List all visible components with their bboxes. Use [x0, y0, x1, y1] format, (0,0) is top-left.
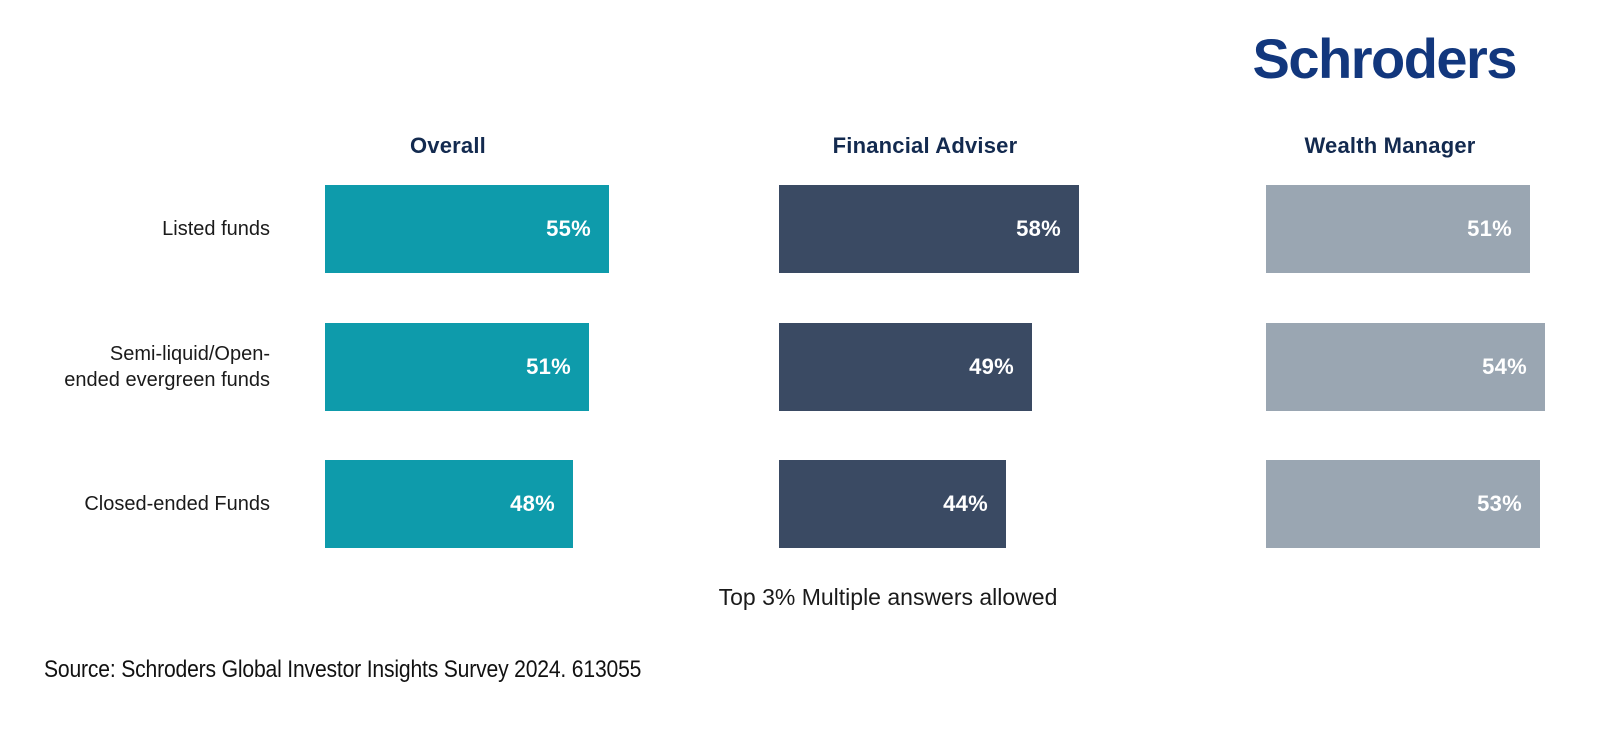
schroders-logo: Schroders — [1252, 27, 1518, 90]
category-label-line: Semi-liquid/Open- — [109, 343, 270, 365]
category-label: Semi-liquid/Open-ended evergreen funds — [0, 323, 270, 411]
bar-wealth-manager-2: 54% — [1266, 323, 1545, 411]
bar-financial-adviser-2: 49% — [779, 323, 1032, 411]
category-label-line: Closed-ended Funds — [84, 493, 270, 515]
bar-financial-adviser-1: 58% — [779, 185, 1079, 273]
bar-value-label: 53% — [1477, 491, 1522, 516]
column-header-overall: Overall — [409, 133, 487, 158]
bar-value-label: 49% — [969, 354, 1014, 379]
bar-value-label: 54% — [1482, 354, 1527, 379]
bar-value-label: 58% — [1016, 216, 1061, 241]
category-label-line: Listed funds — [162, 218, 270, 240]
bar-wealth-manager-1: 51% — [1266, 185, 1530, 273]
category-label: Listed funds — [0, 185, 270, 273]
category-label-line: ended evergreen funds — [64, 369, 270, 391]
bar-overall-3: 48% — [325, 460, 573, 548]
bar-overall-1: 55% — [325, 185, 609, 273]
chart-caption: Top 3% Multiple answers allowed — [718, 584, 1058, 610]
source-note: Source: Schroders Global Investor Insigh… — [44, 656, 642, 683]
category-label: Closed-ended Funds — [0, 460, 270, 548]
column-header-financial-adviser: Financial Adviser — [832, 133, 1018, 158]
bar-financial-adviser-3: 44% — [779, 460, 1006, 548]
bar-value-label: 44% — [943, 491, 988, 516]
bar-value-label: 48% — [510, 491, 555, 516]
bar-value-label: 55% — [546, 216, 591, 241]
bar-value-label: 51% — [1467, 216, 1512, 241]
bar-overall-2: 51% — [325, 323, 589, 411]
bar-value-label: 51% — [526, 354, 571, 379]
column-header-wealth-manager: Wealth Manager — [1304, 133, 1476, 158]
bar-wealth-manager-3: 53% — [1266, 460, 1540, 548]
